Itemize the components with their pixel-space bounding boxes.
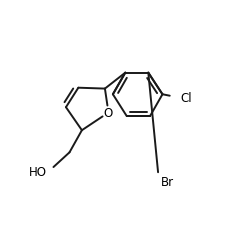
Text: O: O — [104, 106, 113, 120]
Text: Br: Br — [161, 175, 174, 188]
Text: HO: HO — [28, 166, 47, 179]
Text: Cl: Cl — [180, 92, 192, 104]
